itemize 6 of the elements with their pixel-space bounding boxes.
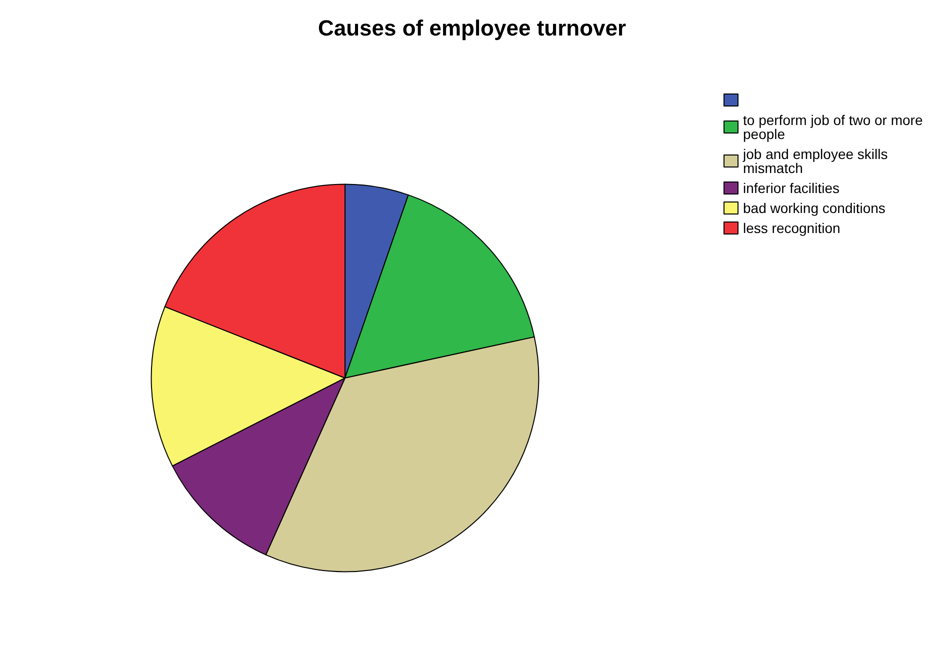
chart-title: Causes of employee turnover [318,16,626,40]
legend-label: less recognition [743,220,840,236]
legend-label: inferior facilities [743,180,840,196]
legend-label: job and employee skills mismatch [742,146,892,176]
legend-label: to perform job of two or more people [743,112,927,142]
legend-label: bad working conditions [743,200,886,216]
